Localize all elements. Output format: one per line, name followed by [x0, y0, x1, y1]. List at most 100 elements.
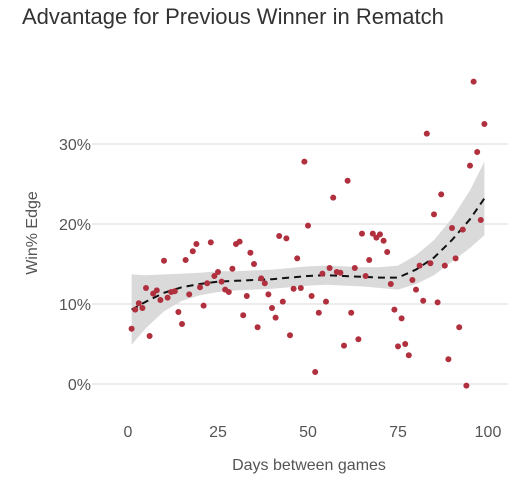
data-point	[193, 241, 200, 247]
data-point	[290, 285, 297, 292]
x-tick-label: 0	[124, 424, 133, 441]
data-point	[359, 230, 365, 237]
data-point	[179, 321, 185, 327]
data-point	[431, 211, 437, 218]
data-point	[337, 269, 344, 276]
confidence-band-area	[131, 161, 485, 345]
data-point	[308, 293, 315, 299]
data-point	[243, 293, 250, 299]
confidence-band	[131, 161, 485, 345]
data-point	[161, 257, 167, 264]
data-point	[297, 285, 304, 291]
data-point	[265, 291, 272, 298]
data-point	[456, 324, 463, 331]
data-point	[236, 238, 243, 245]
data-point	[405, 352, 412, 359]
data-point	[261, 280, 268, 287]
x-tick-label: 75	[389, 424, 407, 441]
data-point	[215, 269, 221, 275]
data-point	[135, 300, 142, 307]
data-point	[251, 261, 257, 267]
data-point	[391, 306, 398, 313]
x-axis-label: Days between games	[232, 457, 386, 474]
data-point	[438, 191, 445, 198]
data-point	[240, 312, 247, 319]
y-axis-label: Win% Edge	[24, 191, 41, 275]
data-point	[402, 341, 409, 347]
data-point	[294, 255, 301, 262]
data-point	[395, 343, 401, 350]
data-point	[323, 298, 329, 305]
data-point	[128, 325, 135, 332]
data-point	[283, 235, 290, 242]
y-tick-labels: 0% 10% 20% 30%	[59, 137, 91, 394]
data-point	[229, 265, 236, 272]
data-point	[189, 248, 196, 255]
data-point	[200, 302, 207, 309]
data-point	[272, 314, 279, 321]
data-point	[355, 336, 362, 343]
data-point	[427, 260, 434, 267]
data-point	[225, 289, 232, 295]
data-point	[348, 309, 355, 316]
data-point	[139, 305, 146, 311]
data-point	[204, 280, 211, 287]
data-point	[413, 286, 419, 293]
data-point	[459, 226, 466, 233]
data-point	[326, 265, 333, 271]
data-point	[423, 130, 430, 137]
data-point	[153, 287, 160, 294]
x-tick-label: 25	[209, 424, 227, 441]
data-point	[474, 149, 481, 155]
data-point	[312, 369, 319, 375]
data-point	[247, 249, 254, 256]
data-point	[387, 281, 394, 287]
data-point	[315, 309, 322, 316]
data-point	[146, 333, 153, 339]
data-point	[258, 275, 265, 282]
data-point	[218, 278, 225, 285]
data-point	[143, 285, 149, 291]
data-point	[384, 249, 391, 255]
data-point	[377, 231, 383, 238]
y-tick-label: 10%	[59, 297, 91, 314]
data-point	[481, 121, 488, 127]
data-point	[398, 315, 405, 322]
data-point	[445, 356, 452, 363]
data-point	[362, 273, 369, 279]
data-point	[420, 297, 427, 304]
data-point	[351, 265, 358, 271]
data-point	[477, 217, 484, 223]
data-point	[287, 332, 293, 339]
data-point	[197, 284, 203, 291]
data-point	[301, 158, 308, 165]
data-point	[330, 194, 337, 201]
data-point	[434, 299, 441, 306]
x-tick-labels: 0 25 50 75 100	[124, 424, 502, 441]
x-tick-label: 100	[475, 424, 502, 441]
data-point	[186, 291, 193, 298]
data-point	[279, 298, 286, 305]
data-point	[157, 297, 164, 303]
data-point	[380, 237, 387, 244]
data-point	[171, 288, 178, 295]
data-point	[449, 225, 455, 231]
data-point	[305, 222, 311, 229]
y-tick-label: 20%	[59, 217, 91, 234]
data-point	[319, 270, 326, 277]
data-point	[211, 273, 218, 279]
data-point	[467, 162, 473, 169]
data-point	[416, 262, 423, 269]
data-points	[128, 78, 488, 389]
data-point	[276, 233, 283, 239]
data-point	[441, 262, 448, 269]
chart-title: Advantage for Previous Winner in Rematch	[22, 4, 444, 29]
data-point	[341, 342, 347, 349]
y-tick-label: 30%	[59, 137, 91, 154]
data-point	[369, 230, 376, 237]
data-point	[366, 257, 373, 263]
data-point	[409, 277, 416, 283]
data-point	[207, 239, 214, 246]
data-point	[182, 257, 189, 263]
